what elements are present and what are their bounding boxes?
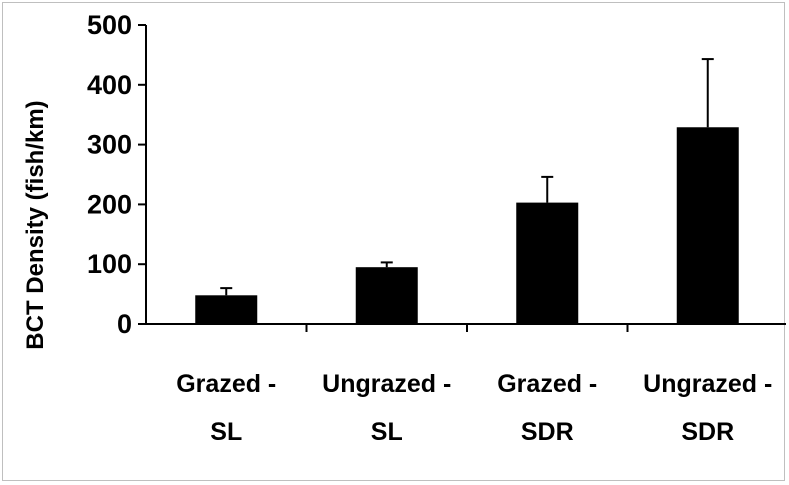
bar-4: [676, 127, 739, 325]
bar-3: [516, 202, 579, 324]
category-label-line2-2: SL: [371, 418, 403, 446]
category-label-line1-1: Grazed -: [176, 370, 276, 398]
category-label-line1-2: Ungrazed -: [322, 370, 451, 398]
y-tick-label-0: 0: [117, 309, 132, 339]
y-axis-title: BCT Density (fish/km): [22, 100, 49, 349]
category-label-line2-1: SL: [210, 418, 242, 446]
y-axis-ticks: [138, 24, 146, 325]
bar-2: [355, 267, 418, 324]
y-tick-label-400: 400: [87, 70, 132, 100]
y-tick-label-500: 500: [87, 10, 132, 40]
bar-1: [195, 295, 258, 324]
y-axis-tick-labels: 0 100 200 300 400 500: [87, 10, 132, 339]
category-label-line1-3: Grazed -: [497, 370, 597, 398]
bars: [195, 127, 739, 325]
y-tick-label-100: 100: [87, 249, 132, 279]
category-label-line2-4: SDR: [681, 418, 734, 446]
error-bars: [220, 58, 714, 296]
x-axis-category-labels: Grazed - SL Ungrazed - SL Grazed - SDR Ungraze…: [176, 324, 772, 446]
category-label-line1-4: Ungrazed -: [643, 370, 772, 398]
y-tick-label-300: 300: [87, 130, 132, 160]
category-label-line2-3: SDR: [521, 418, 574, 446]
y-tick-label-200: 200: [87, 189, 132, 219]
